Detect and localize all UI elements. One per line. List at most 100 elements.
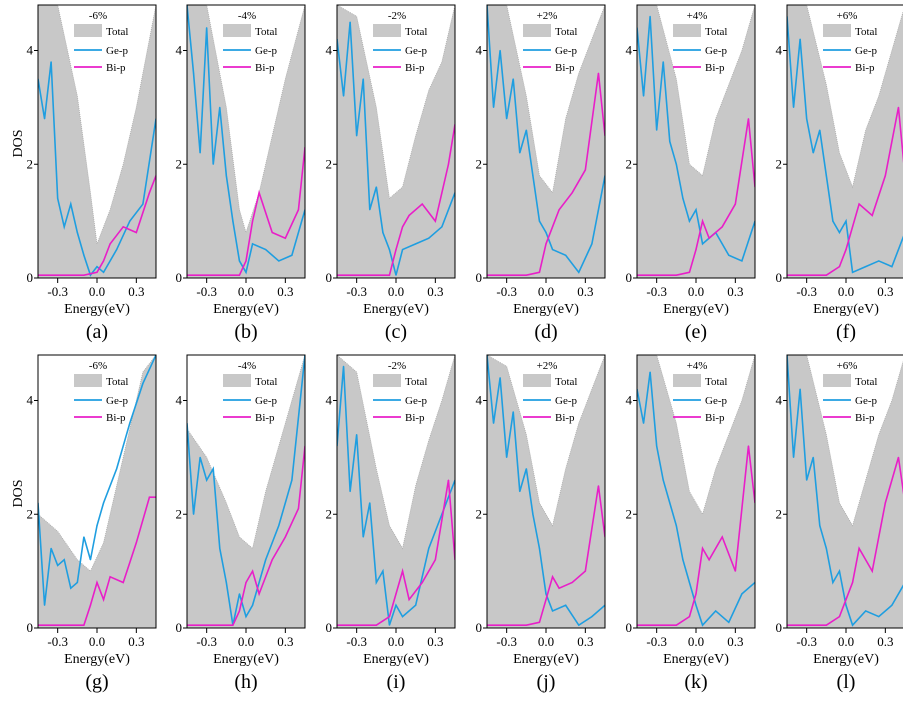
ge-p-point [819,129,821,131]
bi-p-point [284,536,286,538]
y-tick-label: 0 [476,270,483,285]
x-axis-label: Energy(eV) [363,652,429,667]
bi-p-point [251,220,254,222]
bi-p-line [637,118,755,276]
legend-bi-label: Bi-p [106,412,126,424]
x-tick-label: 0.0 [838,634,854,649]
x-tick-label: -0.3 [646,634,667,649]
plot-area [337,5,455,278]
strain-label: +6% [837,10,858,22]
ge-p-point [83,254,85,256]
bi-p-point [747,445,750,447]
panel-caption: (f) [836,321,856,343]
legend-total-label: Total [106,376,128,388]
plot-area [337,355,455,628]
panel-caption: (j) [537,671,556,693]
bi-p-point [858,547,860,549]
ge-p-point [519,152,521,154]
bi-p-point [447,479,450,481]
x-tick-label: 0.3 [427,634,443,649]
y-tick-label: 0 [626,620,633,635]
bi-p-point [871,570,873,572]
ge-p-point [675,525,677,527]
ge-p-point [675,163,677,165]
y-tick-label: 0 [776,270,783,285]
ge-p-point [89,559,92,561]
total-dos-area [787,5,903,278]
y-tick-label: 0 [176,270,183,285]
x-tick-label: -0.3 [496,284,517,299]
ge-p-point [57,564,59,567]
ge-p-point [63,559,65,561]
x-tick-label: 0.3 [277,284,293,299]
legend: Total Ge-p Bi-p [823,374,877,424]
panel-k: Total Ge-p Bi-p +4% -0.3 0.0 0.3 0 2 4 Energy(eV) (… [626,354,756,693]
x-tick-label: -0.3 [796,284,817,299]
legend-ge-label: Ge-p [705,395,727,407]
x-axis-label: Energy(eV) [663,302,729,317]
bi-p-point [708,237,710,239]
ge-p-point [278,260,280,262]
y-tick-label: 0 [626,270,633,285]
ge-p-point [96,525,98,527]
ge-p-point [891,604,893,606]
strain-label: +4% [687,360,708,372]
legend-total-swatch [523,374,551,387]
ge-p-point [192,513,195,515]
x-tick-label: 0.0 [89,284,105,299]
y-tick-label: 0 [27,620,34,635]
bi-p-point [721,226,723,228]
y-tick-label: 4 [27,43,34,58]
ge-p-point [395,274,397,276]
ge-p-point [206,27,208,29]
bi-p-point [525,624,527,626]
strain-label: -4% [238,360,256,372]
ge-p-point [232,220,234,222]
ge-p-point [838,231,841,234]
x-tick-label: 0.3 [128,634,144,649]
ge-p-point [682,197,684,199]
legend-ge-label: Ge-p [855,395,877,407]
legend: Total Ge-p Bi-p [223,374,277,424]
total-dos-area [38,355,156,628]
ge-p-point [688,220,691,222]
bi-p-point [701,547,704,549]
bi-p-line [487,485,605,626]
ge-p-point [291,479,293,481]
ge-p-point [342,95,345,97]
y-tick-label: 4 [476,43,483,58]
y-tick-label: 2 [476,506,483,521]
strain-label: -4% [238,10,256,22]
y-axis-label: DOS [11,129,26,157]
legend-ge-label: Ge-p [705,45,727,57]
bi-p-point [571,581,573,584]
bi-p-point [238,274,241,276]
bi-p-point [122,581,124,584]
y-tick-label: 4 [326,43,333,58]
x-tick-label: 0.0 [238,634,254,649]
panel-caption: (k) [684,671,707,693]
ge-p-point [669,140,671,143]
bi-p-point [897,456,900,458]
x-axis-label: Energy(eV) [64,302,130,317]
bi-p-point [251,570,254,572]
ge-p-point [375,186,377,188]
legend-total-swatch [223,374,251,387]
ge-p-point [832,220,834,222]
ge-p-point [649,371,651,373]
bi-p-point [401,570,404,572]
total-dos-area [187,355,305,628]
bi-p-point [538,621,541,623]
bi-p-point [858,203,860,205]
bi-p-point [238,610,241,612]
legend: Total Ge-p Bi-p [223,24,277,74]
ge-p-point [219,547,221,549]
bi-p-line [38,175,156,276]
ge-p-point [891,266,893,268]
x-tick-label: -0.3 [496,634,517,649]
ge-p-point [878,260,880,262]
strain-label: -2% [388,360,406,372]
x-tick-label: -0.3 [796,634,817,649]
bi-p-point [271,231,273,234]
bi-p-point [708,559,710,561]
